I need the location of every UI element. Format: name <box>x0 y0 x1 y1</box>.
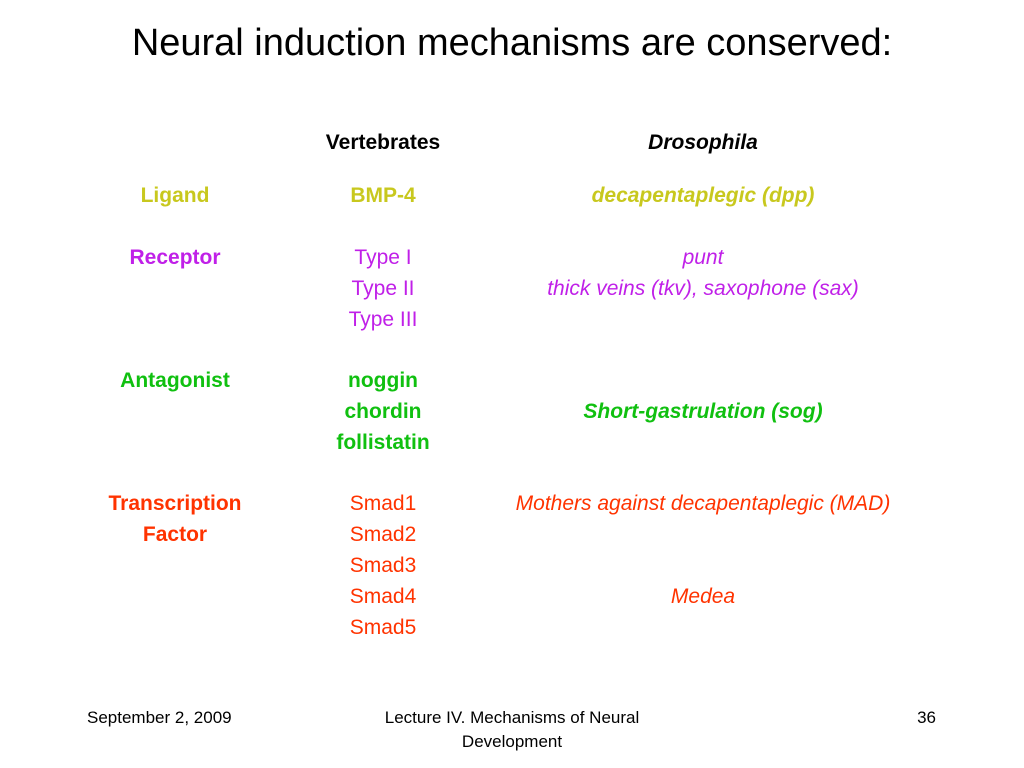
drosophila-mad: Mothers against decapentaplegic (MAD) <box>515 492 891 515</box>
vertebrate-smad5: Smad5 <box>349 616 417 639</box>
vertebrate-antagonist-follistatin: follistatin <box>336 431 430 454</box>
footer-date: September 2, 2009 <box>87 708 232 727</box>
vertebrate-receptor-type-1: Type I <box>354 246 412 269</box>
row-label-transcription: Transcription <box>108 492 242 515</box>
drosophila-ligand: decapentaplegic (dpp) <box>591 184 815 207</box>
row-label-receptor: Receptor <box>129 246 221 269</box>
drosophila-receptor-tkv-sax: thick veins (tkv), saxophone (sax) <box>547 277 859 300</box>
vertebrate-smad1: Smad1 <box>349 492 417 515</box>
header-drosophila: Drosophila <box>648 131 758 154</box>
vertebrate-antagonist-chordin: chordin <box>344 400 422 423</box>
drosophila-receptor-punt: punt <box>682 246 724 269</box>
footer-page-number: 36 <box>917 708 936 727</box>
vertebrate-smad2: Smad2 <box>349 523 417 546</box>
footer-lecture-line-2: Development <box>461 732 563 751</box>
vertebrate-receptor-type-3: Type III <box>348 308 418 331</box>
drosophila-antagonist-sog: Short-gastrulation (sog) <box>583 400 823 423</box>
drosophila-medea: Medea <box>670 585 736 608</box>
vertebrate-ligand: BMP-4 <box>350 184 416 207</box>
row-label-antagonist: Antagonist <box>120 369 230 392</box>
vertebrate-receptor-type-2: Type II <box>351 277 415 300</box>
slide-title: Neural induction mechanisms are conserve… <box>131 22 893 64</box>
vertebrate-smad4: Smad4 <box>349 585 417 608</box>
footer-lecture-line-1: Lecture IV. Mechanisms of Neural <box>384 708 640 727</box>
row-label-ligand: Ligand <box>140 184 210 207</box>
vertebrate-smad3: Smad3 <box>349 554 417 577</box>
vertebrate-antagonist-noggin: noggin <box>348 369 418 392</box>
header-vertebrates: Vertebrates <box>325 131 441 154</box>
row-label-factor: Factor <box>142 523 208 546</box>
